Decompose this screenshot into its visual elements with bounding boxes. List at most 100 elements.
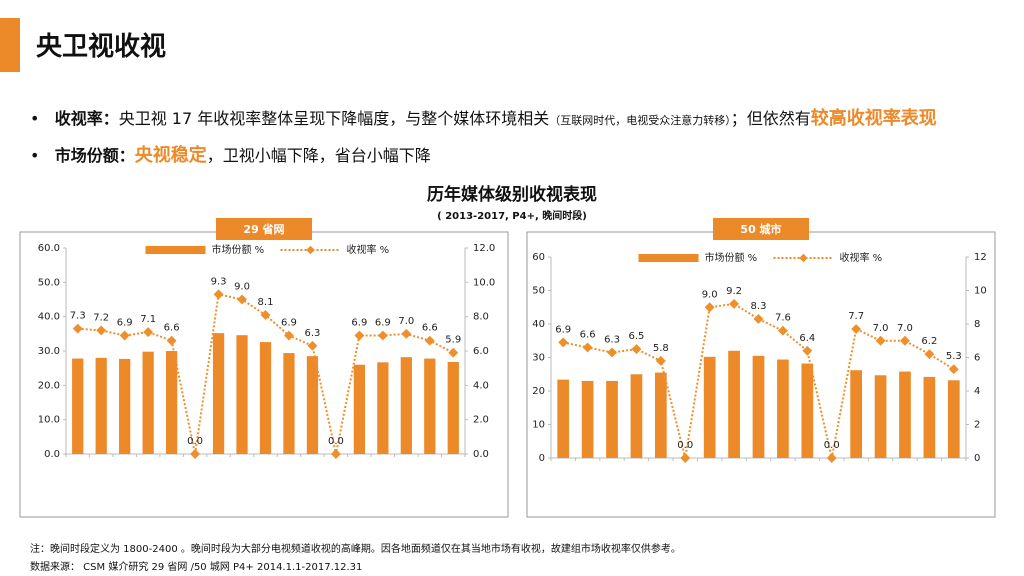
data-label: 6.6 bbox=[580, 329, 596, 340]
line-marker bbox=[166, 335, 177, 346]
y2-tick-label: 6.0 bbox=[473, 346, 489, 357]
y-tick-label: 60.0 bbox=[38, 243, 60, 254]
data-label: 9.2 bbox=[726, 286, 742, 297]
y2-tick-label: 4.0 bbox=[473, 380, 489, 391]
line-marker bbox=[330, 449, 341, 459]
bar bbox=[400, 357, 412, 454]
bar bbox=[752, 355, 765, 458]
data-label: 6.3 bbox=[604, 334, 620, 345]
line-marker bbox=[607, 347, 617, 358]
line-marker bbox=[213, 289, 224, 300]
bullet-label: 市场份额： bbox=[54, 146, 135, 165]
bar bbox=[142, 351, 154, 454]
line-marker bbox=[237, 294, 247, 305]
data-label: 0.0 bbox=[187, 436, 203, 447]
line-marker bbox=[96, 325, 107, 336]
bullet-text: 央卫视 17 年收视率整体呈现下降幅度，与整个媒体环境相关 bbox=[118, 109, 550, 128]
bar bbox=[377, 362, 389, 454]
y2-tick-label: 4 bbox=[974, 386, 980, 397]
y-tick-label: 30.0 bbox=[38, 346, 60, 357]
line-marker bbox=[190, 449, 201, 459]
line-marker bbox=[729, 298, 740, 309]
line-marker bbox=[448, 347, 459, 358]
bar bbox=[630, 374, 643, 458]
bar bbox=[424, 358, 436, 454]
line-marker bbox=[777, 325, 788, 336]
data-label: 6.9 bbox=[555, 324, 571, 335]
line-marker bbox=[924, 349, 935, 360]
section-title: 历年媒体级别收视表现 bbox=[427, 185, 597, 205]
bullet-text: ；但依然有 bbox=[730, 109, 811, 128]
data-label: 7.1 bbox=[140, 314, 156, 325]
y2-tick-label: 10 bbox=[974, 286, 987, 297]
bar bbox=[557, 379, 570, 458]
legend-label: 收视率 % bbox=[347, 243, 390, 256]
y2-tick-label: 2 bbox=[974, 420, 980, 431]
bullet-label: 收视率： bbox=[54, 109, 119, 128]
chart-label-tab bbox=[713, 218, 809, 240]
bar bbox=[899, 371, 911, 458]
bar bbox=[703, 356, 716, 458]
data-label: 6.3 bbox=[304, 328, 320, 339]
data-label: 7.2 bbox=[93, 312, 109, 323]
data-label: 8.3 bbox=[751, 301, 767, 312]
line-marker bbox=[424, 335, 435, 346]
line-marker bbox=[631, 344, 642, 355]
data-label: 7.6 bbox=[775, 313, 791, 324]
line-marker bbox=[307, 340, 318, 351]
y2-tick-label: 0 bbox=[974, 453, 980, 464]
y-tick-label: 30 bbox=[532, 353, 545, 364]
y-tick-label: 50 bbox=[532, 286, 545, 297]
legend-marker bbox=[799, 253, 808, 263]
y-tick-label: 10 bbox=[532, 420, 545, 431]
line-marker bbox=[377, 330, 388, 341]
line-marker bbox=[558, 337, 569, 348]
data-label: 6.5 bbox=[628, 331, 644, 342]
bar bbox=[581, 380, 594, 458]
data-label: 7.3 bbox=[70, 311, 86, 322]
bullet-note: （互联网时代，电视受众注意力转移） bbox=[549, 114, 731, 127]
line-marker bbox=[284, 330, 294, 341]
line-marker bbox=[826, 453, 837, 463]
footnote: 注：晚间时段定义为 1800-2400 。晚间时段为大部分电视频道收视的高峰期。… bbox=[30, 544, 681, 555]
source: 数据来源： CSM 媒介研究 29 省网 /50 城网 P4+ 2014.1.1… bbox=[30, 562, 363, 573]
y2-tick-label: 10.0 bbox=[473, 277, 495, 288]
y2-tick-label: 8.0 bbox=[473, 312, 489, 323]
y2-tick-label: 12.0 bbox=[473, 243, 495, 254]
y-tick-label: 20 bbox=[532, 386, 545, 397]
slide-title: 央卫视收视 bbox=[36, 32, 167, 62]
y-tick-label: 10.0 bbox=[38, 415, 60, 426]
y2-tick-label: 2.0 bbox=[473, 415, 489, 426]
bar bbox=[728, 350, 740, 458]
line-marker bbox=[753, 314, 764, 324]
line-marker bbox=[354, 330, 365, 341]
data-label: 7.0 bbox=[398, 316, 414, 327]
data-label: 5.3 bbox=[946, 351, 962, 362]
legend-label: 收视率 % bbox=[840, 251, 883, 264]
data-label: 6.6 bbox=[422, 323, 438, 334]
bar bbox=[654, 372, 667, 458]
line-marker bbox=[704, 302, 715, 313]
bar bbox=[447, 361, 459, 454]
bar bbox=[72, 358, 84, 454]
line-marker bbox=[948, 364, 959, 375]
data-label: 7.7 bbox=[848, 311, 864, 322]
data-label: 7.0 bbox=[897, 323, 913, 334]
data-label: 7.0 bbox=[873, 323, 889, 334]
data-label: 6.9 bbox=[281, 318, 297, 329]
data-label: 9.0 bbox=[234, 282, 250, 293]
bar bbox=[777, 359, 789, 458]
bar bbox=[850, 370, 863, 458]
line-marker bbox=[72, 323, 83, 334]
legend-marker bbox=[306, 245, 315, 255]
bar bbox=[283, 353, 295, 454]
bullet-highlight: 央视稳定 bbox=[134, 145, 207, 166]
data-label: 6.9 bbox=[375, 318, 391, 329]
data-label: 9.3 bbox=[211, 276, 227, 287]
bar bbox=[259, 342, 272, 454]
legend-label: 市场份额 % bbox=[705, 251, 758, 264]
data-label: 6.9 bbox=[351, 318, 367, 329]
line-marker bbox=[680, 453, 691, 463]
y-tick-label: 0.0 bbox=[44, 449, 60, 460]
